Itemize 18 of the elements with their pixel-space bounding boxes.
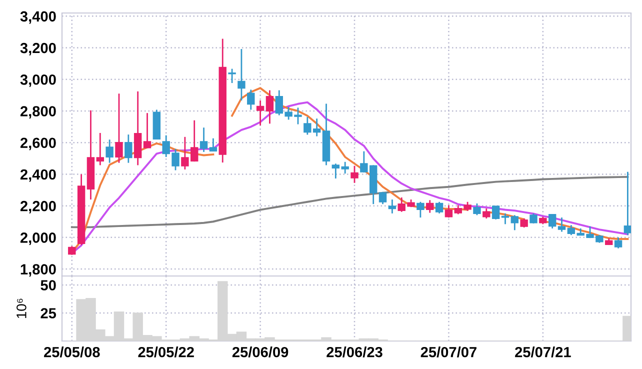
y-tick-label: 50 (40, 280, 56, 290)
y-tick-label: 1,800 (20, 264, 56, 277)
y-tick-label: 3,200 (20, 42, 56, 56)
y-tick-label: 3,000 (20, 74, 56, 87)
y-tick-label: 25 (40, 308, 56, 318)
x-tick-label: 25/07/21 (515, 346, 571, 358)
y-tick-label: 2,600 (20, 138, 56, 150)
y-tick-label: 2,400 (20, 169, 56, 182)
x-tick-label: 25/06/09 (232, 346, 288, 358)
y-tick-label: 3,400 (20, 11, 56, 24)
x-tick-label: 25/05/22 (138, 346, 194, 358)
x-tick-label: 25/05/08 (44, 346, 100, 358)
y-tick-label: 2,000 (20, 232, 56, 245)
y-tick-label: 2,800 (20, 106, 56, 119)
x-tick-label: 25/07/07 (420, 346, 476, 358)
y-axis-title: 10⁶ (16, 298, 26, 318)
y-tick-label: 2,200 (20, 200, 56, 214)
x-tick-label: 25/06/23 (326, 346, 382, 358)
